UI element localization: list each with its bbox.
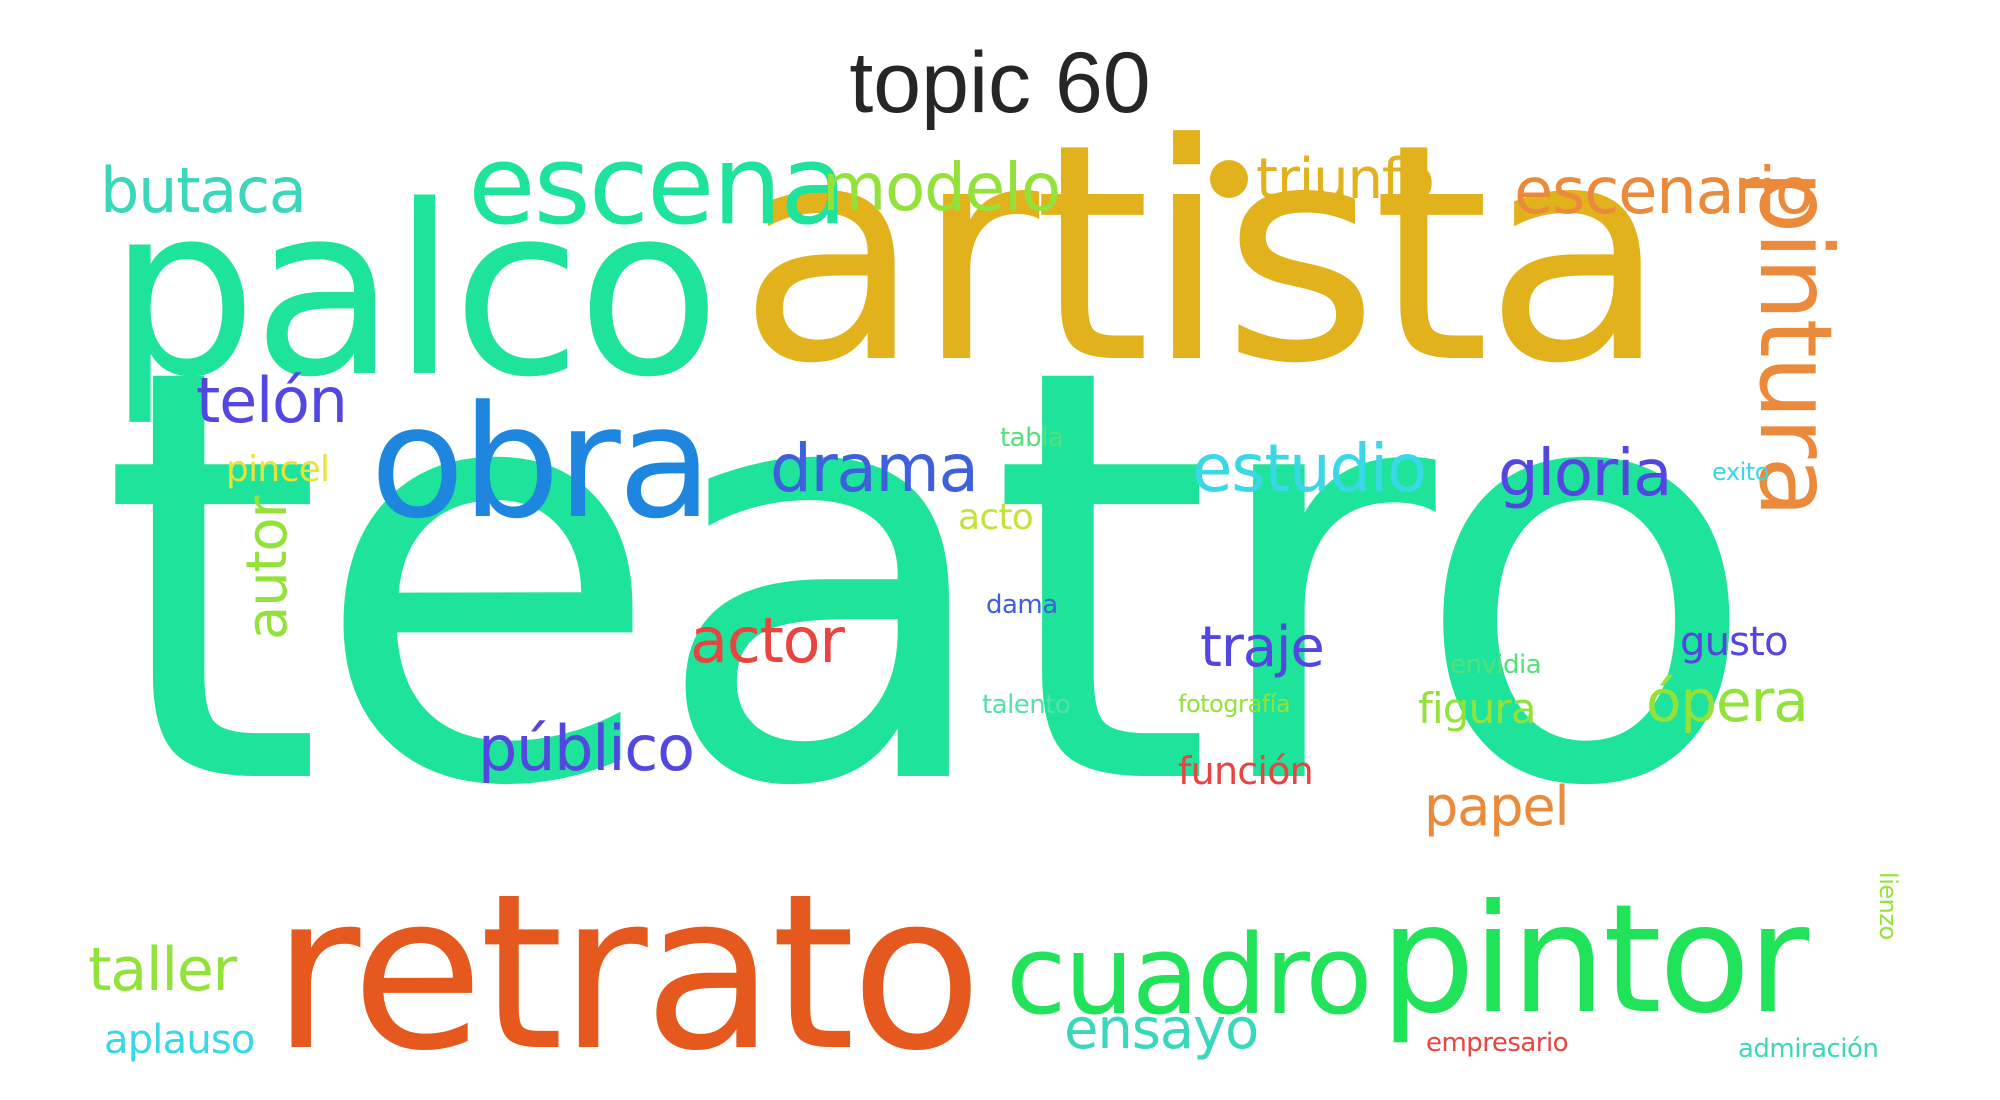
word-dama: dama: [986, 590, 1058, 620]
word-acto: acto: [958, 497, 1034, 538]
word-triunfo: triunfo: [1256, 147, 1435, 212]
word-modelo: modelo: [822, 149, 1061, 226]
word-función: función: [1178, 749, 1314, 793]
word-fotografía: fotografía: [1178, 690, 1291, 718]
chart-title: topic 60: [849, 35, 1151, 131]
word-cuadro: cuadro: [1006, 911, 1373, 1039]
word-tabla: tabla: [1000, 423, 1064, 453]
word-lienzo: lienzo: [1874, 872, 1902, 940]
word-pintor: pintor: [1380, 873, 1809, 1047]
word-retrato: retrato: [272, 847, 982, 1098]
word-envidia: envidia: [1450, 650, 1542, 680]
word-butaca: butaca: [100, 154, 307, 227]
word-telón: telón: [196, 364, 348, 437]
word-pincel: pincel: [226, 449, 330, 490]
word-ópera: ópera: [1646, 667, 1809, 735]
word-drama: drama: [770, 430, 979, 507]
word-escena: escena: [468, 121, 847, 249]
word-palco: palco: [108, 156, 721, 429]
word-artista: artista: [738, 80, 1668, 429]
word-talento: talento: [982, 690, 1071, 720]
word-gusto: gusto: [1680, 619, 1789, 665]
word-figura: figura: [1418, 684, 1537, 733]
word-estudio: estudio: [1192, 430, 1427, 507]
word-teatro: teatro: [100, 248, 1761, 911]
word-autor: autor: [235, 496, 300, 640]
word-actor: actor: [690, 604, 845, 677]
word-papel: papel: [1424, 775, 1570, 838]
word-obra: obra: [370, 372, 713, 553]
word-aplauso: aplauso: [104, 1017, 255, 1063]
word-exito: exito: [1712, 458, 1769, 486]
dot-marker: [1210, 160, 1248, 198]
word-admiración: admiración: [1738, 1034, 1879, 1064]
word-escenario: escenario: [1514, 155, 1814, 229]
word-gloria: gloria: [1498, 437, 1672, 511]
word-taller: taller: [88, 935, 237, 1005]
word-público: público: [478, 712, 695, 785]
word-traje: traje: [1200, 615, 1325, 680]
word-ensayo: ensayo: [1064, 997, 1259, 1062]
word-empresario: empresario: [1426, 1028, 1569, 1058]
